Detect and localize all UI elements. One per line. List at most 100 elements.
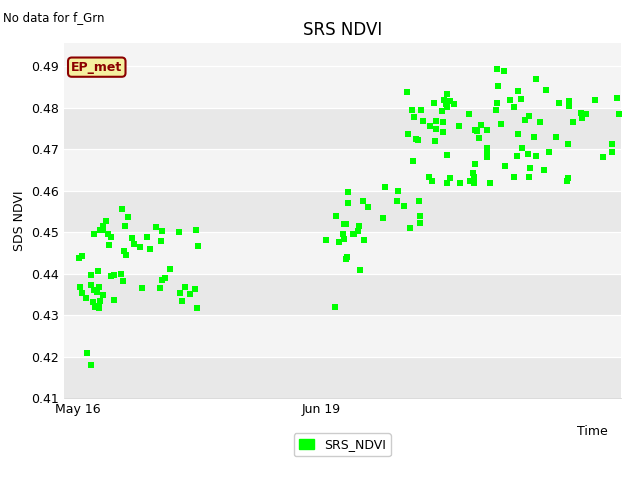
Point [517, 144, 527, 152]
Bar [64, 66, 621, 108]
Point [535, 119, 545, 126]
Point [568, 118, 579, 126]
Point [120, 223, 131, 230]
Point [378, 215, 388, 222]
Bar [64, 274, 621, 315]
Point [82, 349, 92, 357]
Point [531, 75, 541, 83]
Point [550, 133, 561, 141]
Point [109, 271, 119, 278]
Point [482, 144, 492, 151]
Point [524, 112, 534, 120]
Bar [64, 108, 621, 149]
Point [406, 106, 417, 114]
Bar [64, 149, 621, 191]
Point [474, 134, 484, 142]
Point [156, 238, 166, 245]
Point [429, 99, 440, 107]
Point [470, 160, 481, 168]
Point [541, 86, 552, 94]
Point [564, 96, 574, 104]
Point [99, 222, 109, 229]
Point [117, 205, 127, 213]
Point [436, 107, 447, 115]
Point [415, 212, 425, 220]
Point [121, 251, 131, 259]
Point [511, 153, 522, 160]
Point [380, 183, 390, 191]
Point [442, 90, 452, 98]
Point [358, 236, 369, 244]
Point [598, 153, 609, 161]
Point [180, 283, 190, 290]
Point [92, 267, 102, 275]
Point [150, 223, 161, 231]
Point [564, 103, 575, 110]
Point [426, 122, 436, 130]
Point [424, 173, 434, 180]
Point [358, 198, 369, 205]
Y-axis label: SDS NDVI: SDS NDVI [13, 191, 26, 251]
Point [86, 361, 96, 369]
Point [98, 292, 108, 300]
Point [405, 224, 415, 231]
Point [93, 304, 104, 312]
Point [88, 298, 99, 306]
Point [449, 100, 460, 108]
Point [109, 296, 120, 303]
Point [175, 288, 186, 296]
Point [427, 177, 437, 185]
Point [86, 271, 96, 279]
Legend: SRS_NDVI: SRS_NDVI [294, 433, 391, 456]
Point [135, 243, 145, 251]
Point [363, 203, 373, 211]
Point [563, 174, 573, 182]
Point [509, 103, 519, 111]
Point [413, 136, 423, 144]
Point [343, 200, 353, 207]
Point [155, 284, 165, 292]
Point [442, 103, 452, 110]
Point [439, 96, 449, 104]
Point [330, 303, 340, 311]
Point [341, 255, 351, 263]
Point [416, 106, 426, 114]
Point [98, 226, 108, 234]
Point [190, 285, 200, 293]
Point [157, 228, 168, 235]
Point [442, 179, 452, 187]
Point [563, 140, 573, 148]
Point [454, 122, 465, 130]
Point [89, 286, 99, 293]
Point [165, 265, 175, 273]
Point [353, 228, 364, 235]
Point [77, 289, 87, 297]
Point [476, 121, 486, 129]
Point [348, 230, 358, 238]
Point [469, 180, 479, 187]
Point [191, 227, 202, 234]
Point [500, 162, 510, 169]
Point [124, 213, 134, 220]
Point [137, 285, 147, 292]
Point [614, 110, 624, 118]
Point [95, 226, 105, 234]
Point [454, 179, 465, 187]
Point [192, 304, 202, 312]
Point [334, 239, 344, 246]
Point [590, 96, 600, 104]
Text: No data for f_Grn: No data for f_Grn [3, 11, 105, 24]
Point [94, 283, 104, 291]
Point [339, 235, 349, 243]
Point [539, 166, 549, 174]
Point [445, 97, 456, 105]
Point [481, 153, 492, 161]
Point [465, 177, 475, 185]
Point [484, 180, 495, 187]
Point [525, 164, 535, 171]
Point [441, 100, 451, 108]
Point [531, 152, 541, 159]
Point [77, 252, 87, 260]
Bar [64, 357, 621, 398]
Point [580, 110, 591, 118]
